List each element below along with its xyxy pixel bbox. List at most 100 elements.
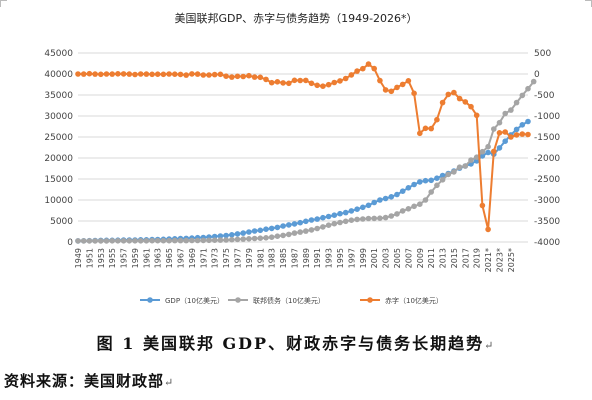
data-point-deficit	[291, 77, 298, 84]
data-point-gdp	[485, 149, 491, 156]
x-axis-tick-label: 1971	[199, 248, 208, 268]
data-point-debt	[445, 171, 452, 178]
right-axis-tick-label: 0	[534, 70, 540, 80]
data-point-gdp	[251, 228, 258, 234]
data-point-deficit	[417, 130, 423, 137]
data-point-debt	[342, 218, 349, 225]
data-point-deficit	[115, 71, 121, 77]
data-point-gdp	[405, 185, 412, 191]
x-axis-tick-label: 2003	[382, 248, 391, 268]
data-point-gdp	[496, 145, 503, 151]
data-point-debt	[519, 92, 526, 99]
legend-label: 联邦债务（10亿美元）	[253, 296, 325, 305]
data-point-debt	[508, 107, 514, 113]
data-point-gdp	[519, 122, 526, 128]
data-point-debt	[132, 238, 138, 244]
data-point-deficit	[303, 77, 309, 84]
data-point-deficit	[308, 80, 315, 87]
data-point-debt	[143, 238, 150, 244]
data-point-debt	[303, 228, 309, 234]
data-point-deficit	[172, 71, 178, 77]
data-point-gdp	[325, 213, 332, 220]
figure-caption: 图 1 美国联邦 GDP、财政赤字与债务长期趋势↵	[0, 330, 592, 354]
data-point-debt	[394, 211, 400, 217]
data-point-deficit	[451, 89, 457, 96]
data-point-deficit	[405, 78, 412, 84]
legend-item-gdp: GDP（10亿美元）	[140, 296, 224, 305]
data-point-debt	[479, 148, 486, 155]
gridlines	[78, 52, 528, 243]
data-point-debt	[365, 215, 372, 222]
data-point-gdp	[382, 195, 389, 202]
left-axis-tick-label: 15000	[44, 175, 73, 185]
data-point-deficit	[320, 83, 326, 89]
data-point-debt	[382, 214, 389, 221]
data-point-debt	[251, 235, 258, 242]
data-point-deficit	[508, 134, 514, 140]
x-axis-tick-label: 1963	[154, 248, 163, 268]
data-point-gdp	[308, 217, 315, 223]
data-point-deficit	[331, 79, 338, 86]
x-axis-tick-label: 1965	[165, 248, 174, 268]
data-point-deficit	[92, 71, 98, 77]
data-point-debt	[166, 237, 172, 244]
data-point-deficit	[109, 71, 115, 77]
x-axis-tick-label: 1983	[268, 248, 277, 268]
x-axis-tick-label: 1957	[120, 248, 129, 268]
data-point-deficit	[382, 87, 389, 93]
data-point-debt	[462, 163, 469, 169]
data-point-debt	[331, 220, 338, 227]
data-point-debt	[103, 238, 110, 244]
data-point-deficit	[325, 81, 332, 88]
data-point-debt	[149, 237, 155, 244]
paragraph-mark-icon: ↵	[484, 339, 496, 352]
data-point-debt	[217, 237, 224, 243]
legend-label: GDP（10亿美元）	[165, 296, 224, 305]
right-axis-tick-label: -2500	[534, 175, 560, 185]
data-point-deficit	[445, 91, 452, 98]
x-axis-tick-label: 2021*	[484, 248, 493, 272]
data-point-gdp	[428, 177, 435, 184]
data-point-debt	[183, 237, 189, 244]
data-point-debt	[496, 119, 503, 126]
x-axis-tick-label: 1985	[279, 248, 288, 268]
data-point-gdp	[388, 194, 395, 200]
data-point-deficit	[280, 80, 286, 86]
data-point-deficit	[456, 95, 463, 102]
data-point-gdp	[257, 227, 264, 234]
data-point-deficit	[513, 132, 520, 138]
data-point-gdp	[513, 126, 520, 133]
data-point-deficit	[434, 116, 440, 123]
data-point-deficit	[211, 71, 218, 78]
frame-corner-mark	[0, 0, 7, 7]
frame-corner-mark	[585, 0, 592, 7]
data-point-deficit	[223, 73, 229, 79]
x-axis-tick-label: 1997	[347, 248, 356, 268]
data-point-deficit	[240, 73, 246, 80]
left-axis-tick-label: 0	[67, 238, 73, 248]
right-axis-tick-label: -3500	[534, 217, 560, 227]
data-point-deficit	[257, 74, 264, 81]
data-point-debt	[405, 206, 412, 212]
x-axis-tick-label: 1987	[290, 248, 299, 268]
legend-item-deficit: 赤字（10亿美元）	[360, 296, 443, 305]
data-point-debt	[126, 238, 133, 244]
data-point-debt	[530, 78, 537, 85]
x-axis-tick-label: 1989	[302, 248, 311, 268]
x-axis-tick-label: 1949	[74, 248, 83, 268]
x-axis-tick-label: 1951	[85, 248, 94, 268]
x-axis-tick-label: 1967	[177, 248, 186, 268]
data-point-gdp	[371, 199, 378, 206]
data-point-debt	[411, 203, 417, 210]
data-point-deficit	[80, 71, 87, 77]
data-point-deficit	[422, 125, 429, 132]
x-axis-tick-label: 1953	[97, 248, 106, 268]
data-point-debt	[229, 236, 235, 243]
legend-item-debt: 联邦债务（10亿美元）	[228, 296, 325, 305]
data-point-debt	[200, 237, 207, 244]
data-point-deficit	[394, 84, 400, 91]
data-point-gdp	[263, 226, 269, 232]
x-axis-tick-label: 2009	[416, 248, 425, 268]
data-point-deficit	[297, 77, 304, 84]
data-point-deficit	[462, 99, 469, 105]
